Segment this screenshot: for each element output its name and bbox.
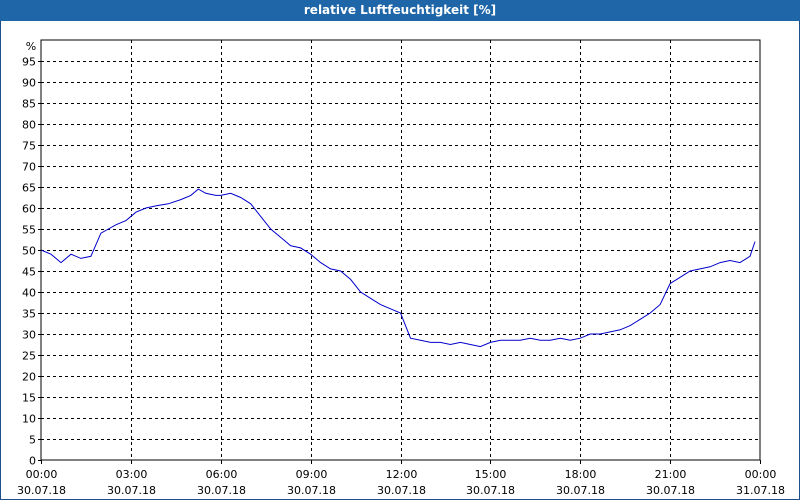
series-layer [40, 188, 756, 348]
plot-area [40, 39, 761, 461]
y-tick-label: 85 [22, 98, 36, 111]
y-tick-label: 30 [22, 329, 36, 342]
x-tick-date-label: 30.07.18 [17, 484, 66, 497]
x-tick-time-label: 15:00 [475, 468, 507, 481]
y-tick-label: 50 [22, 245, 36, 258]
x-tick-date-label: 30.07.18 [377, 484, 426, 497]
y-tick-label: 90 [22, 77, 36, 90]
x-tick-time-label: 00:00 [26, 468, 58, 481]
grid [41, 40, 760, 460]
x-tick-time-label: 18:00 [565, 468, 597, 481]
y-tick-label: 45 [22, 266, 36, 279]
y-tick-label: 35 [22, 308, 36, 321]
x-tick-date-label: 30.07.18 [556, 484, 605, 497]
chart-title: relative Luftfeuchtigkeit [%] [0, 0, 800, 21]
x-tick-time-label: 03:00 [116, 468, 148, 481]
x-tick-date-label: 30.07.18 [197, 484, 246, 497]
y-tick-label: 40 [22, 287, 36, 300]
x-tick-time-label: 21:00 [655, 468, 687, 481]
humidity-series-line [40, 188, 756, 348]
x-tick-time-label: 09:00 [296, 468, 328, 481]
x-tick-time-label: 12:00 [386, 468, 418, 481]
y-tick-label: 55 [22, 224, 36, 237]
y-tick-label: 60 [22, 203, 36, 216]
y-tick-label: 95 [22, 56, 36, 69]
x-tick-time-label: 06:00 [206, 468, 238, 481]
x-tick-time-label: 00:00 [745, 468, 777, 481]
y-tick-label: 15 [22, 392, 36, 405]
y-tick-label: 65 [22, 182, 36, 195]
x-tick-date-label: 30.07.18 [107, 484, 156, 497]
y-tick-label: 20 [22, 371, 36, 384]
y-tick-label: 80 [22, 119, 36, 132]
y-tick-label: 5 [29, 434, 36, 447]
y-tick-label: 75 [22, 140, 36, 153]
x-tick-date-label: 31.07.18 [736, 484, 785, 497]
x-tick-date-label: 30.07.18 [646, 484, 695, 497]
y-tick-label: 10 [22, 413, 36, 426]
x-tick-date-label: 30.07.18 [466, 484, 515, 497]
y-tick-label: 0 [29, 455, 36, 468]
y-tick-label: 25 [22, 350, 36, 363]
y-tick-label: 70 [22, 161, 36, 174]
y-axis-label: % [26, 40, 36, 53]
x-tick-date-label: 30.07.18 [287, 484, 336, 497]
axes: 0 5 10 15 20 25 30 35 40 45 50 55 60 65 70 75 80 85 90 95 00… [17, 39, 785, 497]
